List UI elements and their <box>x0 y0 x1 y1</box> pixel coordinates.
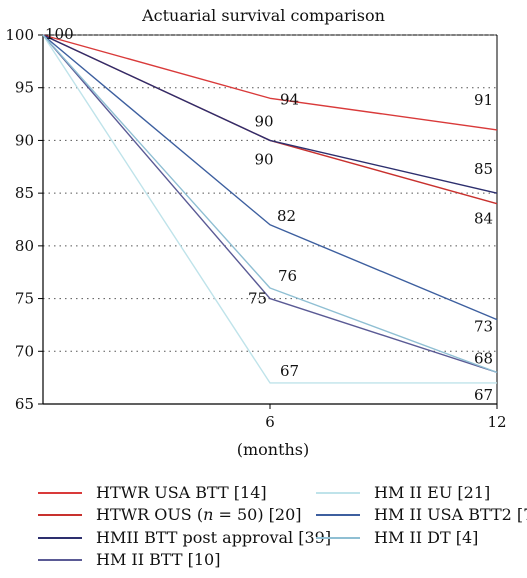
data-label: 67 <box>280 362 299 380</box>
data-label: 68 <box>474 349 493 367</box>
data-label: 94 <box>280 90 299 108</box>
legend-swatch <box>38 514 82 516</box>
y-tick-label: 75 <box>15 290 34 308</box>
x-tick-label: 12 <box>487 413 506 431</box>
data-label: 76 <box>278 267 297 285</box>
data-label: 84 <box>474 210 493 228</box>
y-tick-label: 70 <box>15 342 34 360</box>
chart-title: Actuarial survival comparison <box>142 6 385 25</box>
data-label: 90 <box>254 112 273 130</box>
series-line <box>42 34 498 131</box>
legend-label: HMII BTT post approval [39] <box>96 528 332 547</box>
legend-item: HMII BTT post approval [39] <box>38 527 331 549</box>
data-label: 85 <box>474 160 493 178</box>
series-line <box>42 34 498 321</box>
legend-label: HM II USA BTT2 [7] <box>374 505 527 524</box>
x-axis-label: (months) <box>237 440 310 459</box>
y-tick-label: 90 <box>15 131 34 149</box>
data-label: 75 <box>248 290 267 308</box>
data-label: 67 <box>474 386 493 404</box>
legend-swatch <box>38 492 82 494</box>
legend-swatch <box>316 514 360 516</box>
y-tick-label: 100 <box>5 26 34 44</box>
legend-label: HTWR USA BTT [14] <box>96 483 267 502</box>
data-label: 90 <box>254 150 273 168</box>
legend-label: HM II BTT [10] <box>96 550 221 569</box>
legend-swatch <box>38 559 82 561</box>
legend-label: HTWR OUS (n = 50) [20] <box>96 505 302 524</box>
series-line <box>42 34 497 384</box>
legend-swatch <box>316 492 360 494</box>
y-tick-label: 85 <box>15 184 34 202</box>
data-label: 100 <box>45 25 74 43</box>
legend-label: HM II DT [4] <box>374 528 479 547</box>
y-tick-label: 80 <box>15 237 34 255</box>
series-line <box>42 34 498 194</box>
legend-item: HM II BTT [10] <box>38 549 220 571</box>
x-tick-label: 6 <box>265 413 275 431</box>
legend-item: HTWR USA BTT [14] <box>38 482 267 504</box>
data-label: 73 <box>474 318 493 336</box>
data-label: 91 <box>474 91 493 109</box>
data-label: 82 <box>277 207 296 225</box>
y-tick-label: 65 <box>15 395 34 413</box>
legend-item: HM II DT [4] <box>316 527 478 549</box>
legend-item: HTWR OUS (n = 50) [20] <box>38 504 302 526</box>
legend-item: HM II EU [21] <box>316 482 490 504</box>
legend-label: HM II EU [21] <box>374 483 491 502</box>
series-line <box>42 34 498 374</box>
series-line <box>42 34 498 374</box>
y-tick-label: 95 <box>15 79 34 97</box>
legend-swatch <box>38 537 82 539</box>
legend-item: HM II USA BTT2 [7] <box>316 504 527 526</box>
legend-swatch <box>316 537 360 539</box>
